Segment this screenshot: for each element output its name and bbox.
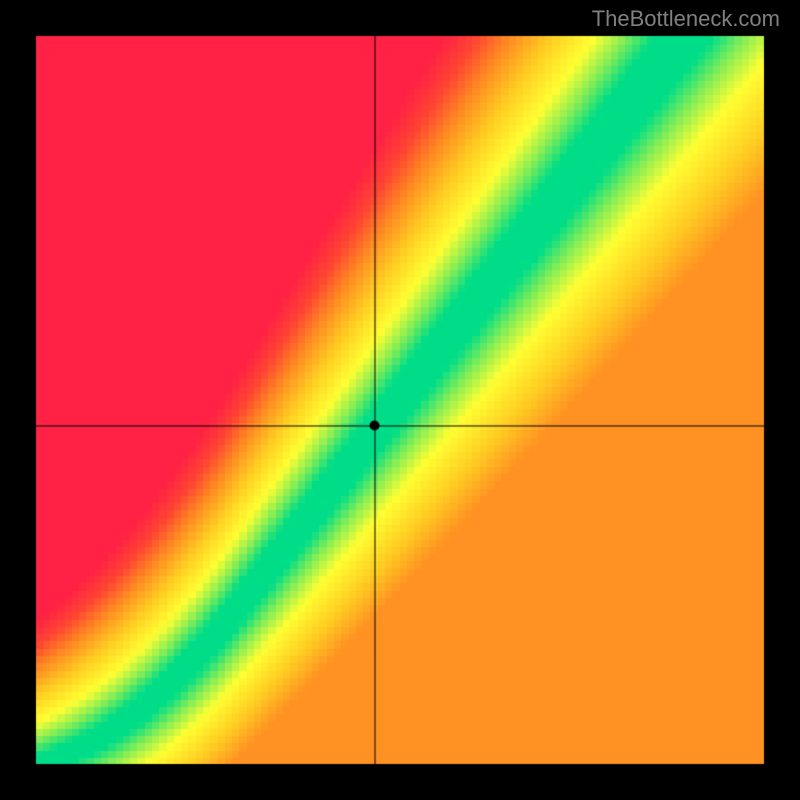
attribution-text: TheBottleneck.com bbox=[592, 6, 780, 32]
bottleneck-heatmap bbox=[0, 0, 800, 800]
